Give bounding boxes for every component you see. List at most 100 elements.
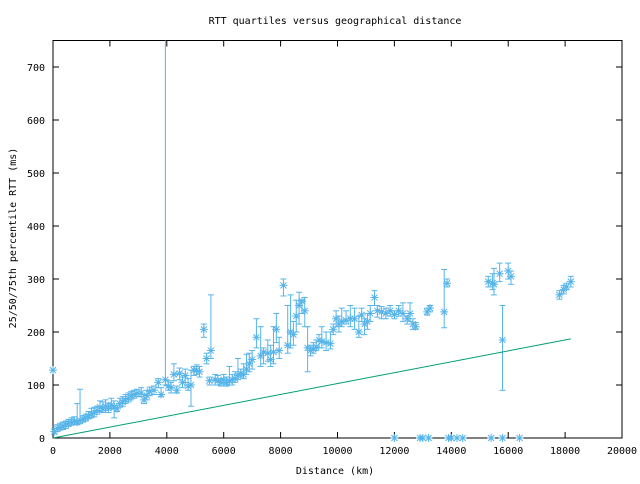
asterisk-marker (233, 371, 242, 380)
asterisk-marker (164, 382, 173, 391)
x-tick-label: 0 (50, 446, 56, 457)
data-point (145, 386, 154, 397)
asterisk-marker (495, 269, 504, 278)
asterisk-marker (507, 272, 516, 281)
asterisk-marker (326, 339, 335, 348)
asterisk-marker (357, 311, 366, 320)
data-point (175, 367, 184, 381)
data-point (149, 385, 158, 396)
x-tick-label: 16000 (493, 446, 523, 457)
data-point (104, 402, 113, 414)
asterisk-marker (219, 375, 228, 384)
asterisk-marker (295, 301, 304, 310)
data-point (259, 347, 268, 365)
asterisk-marker (312, 342, 321, 351)
asterisk-marker (248, 355, 257, 364)
asterisk-marker (373, 306, 382, 315)
asterisk-marker (113, 404, 122, 413)
asterisk-marker (555, 290, 564, 299)
x-tick-label: 6000 (212, 446, 236, 457)
asterisk-marker (95, 403, 104, 412)
asterisk-marker (354, 328, 363, 336)
reference-line (52, 338, 571, 439)
x-tick-label: 18000 (550, 446, 580, 457)
asterisk-marker (56, 423, 65, 432)
data-point (157, 387, 166, 399)
x-tick-label: 20000 (607, 446, 637, 457)
asterisk-marker (53, 424, 62, 433)
asterisk-marker (386, 306, 395, 315)
data-point (498, 434, 507, 442)
asterisk-marker (366, 309, 375, 318)
asterisk-marker (202, 354, 211, 363)
asterisk-marker (149, 386, 158, 395)
data-point (317, 326, 326, 349)
asterisk-marker (222, 378, 231, 387)
asterisk-marker (562, 282, 571, 291)
asterisk-marker (167, 383, 176, 392)
x-tick-label: 14000 (436, 446, 466, 457)
data-point (263, 339, 272, 362)
data-point (515, 434, 524, 442)
asterisk-marker (58, 422, 67, 431)
data-point (337, 307, 346, 328)
asterisk-marker (300, 306, 309, 315)
asterisk-marker (70, 417, 79, 426)
data-point (322, 331, 331, 352)
asterisk-marker (236, 369, 245, 378)
asterisk-marker (342, 316, 351, 325)
data-point (289, 320, 298, 346)
asterisk-marker (195, 367, 204, 376)
asterisk-marker (181, 371, 190, 380)
asterisk-marker (263, 349, 272, 358)
y-tick-label: 100 (27, 381, 45, 392)
asterisk-marker (118, 397, 127, 406)
data-point (447, 434, 456, 442)
data-point (507, 270, 516, 285)
data-point (110, 400, 119, 419)
data-point (242, 353, 251, 375)
asterisk-marker (110, 403, 119, 412)
asterisk-marker (256, 351, 265, 360)
asterisk-marker (390, 310, 399, 319)
asterisk-marker (184, 382, 193, 391)
data-point (137, 387, 146, 398)
data-point (275, 336, 284, 359)
asterisk-marker (317, 337, 326, 346)
asterisk-marker (157, 390, 166, 399)
data-point (167, 381, 176, 394)
data-point (370, 290, 379, 306)
data-point (411, 321, 420, 331)
y-tick-label: 600 (27, 116, 45, 127)
asterisk-marker (418, 434, 427, 442)
data-point (443, 278, 452, 288)
data-point (205, 376, 214, 386)
data-point (489, 267, 498, 296)
x-tick-label: 4000 (155, 446, 179, 457)
asterisk-marker (225, 376, 234, 385)
x-axis-label: Distance (km) (296, 466, 374, 477)
x-tick-label: 8000 (269, 446, 293, 457)
asterisk-marker (398, 309, 407, 318)
asterisk-marker (186, 381, 195, 389)
data-marks (49, 40, 575, 442)
asterisk-marker (61, 420, 70, 429)
asterisk-marker (214, 376, 223, 385)
data-point (184, 378, 193, 391)
asterisk-marker (566, 277, 575, 286)
asterisk-marker (192, 366, 201, 375)
data-point (498, 305, 507, 391)
data-point (424, 434, 433, 442)
asterisk-marker (49, 366, 57, 375)
asterisk-marker (440, 307, 449, 316)
asterisk-marker (161, 375, 170, 384)
asterisk-marker (81, 413, 90, 422)
x-tick-label: 2000 (98, 446, 122, 457)
data-point (458, 434, 467, 442)
asterisk-marker (107, 401, 116, 410)
y-tick-label: 200 (27, 328, 45, 339)
data-point (214, 374, 223, 386)
asterisk-marker (297, 297, 306, 306)
